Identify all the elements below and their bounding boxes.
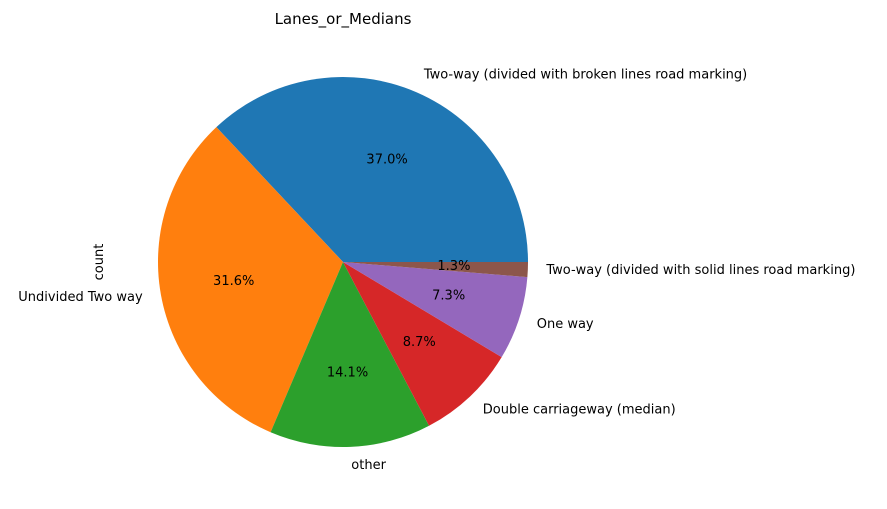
pie-slice-two-way-divided-with-solid-lines-road-marking (343, 262, 528, 278)
slice-label-double-carriageway-median: Double carriageway (median) (483, 402, 676, 417)
pie-slice-two-way-divided-with-broken-lines-road-marking (216, 76, 529, 262)
slice-label-undivided-two-way: Undivided Two way (18, 290, 143, 305)
percent-label-double-carriageway-median: 8.7% (403, 335, 436, 350)
pie-slices (157, 76, 529, 447)
y-axis-label: count (92, 244, 107, 281)
pie-slice-undivided-two-way (157, 127, 343, 433)
percent-label-undivided-two-way: 31.6% (213, 274, 254, 289)
percent-labels: 37.0% 31.6% 14.1% 8.7% 7.3% 1.3% (213, 153, 470, 381)
slice-label-two-way-divided-with-broken-lines-road-marking: Two-way (divided with broken lines road … (423, 68, 747, 83)
slice-label-two-way-divided-with-solid-lines-road-marking: Two-way (divided with solid lines road m… (545, 263, 855, 278)
slice-labels: Two-way (divided with broken lines road … (18, 68, 855, 473)
pie-slice-one-way (343, 262, 528, 358)
chart-title: Lanes_or_Medians (275, 10, 412, 29)
percent-label-other: 14.1% (327, 365, 368, 380)
percent-label-two-way-divided-with-broken-lines-road-marking: 37.0% (366, 153, 407, 168)
percent-label-two-way-divided-with-solid-lines-road-marking: 1.3% (437, 259, 470, 274)
pie-slice-other (270, 262, 430, 447)
slice-label-one-way: One way (537, 317, 594, 332)
pie-slice-double-carriageway-median (343, 262, 502, 426)
slice-label-other: other (351, 458, 386, 473)
percent-label-one-way: 7.3% (432, 288, 465, 303)
